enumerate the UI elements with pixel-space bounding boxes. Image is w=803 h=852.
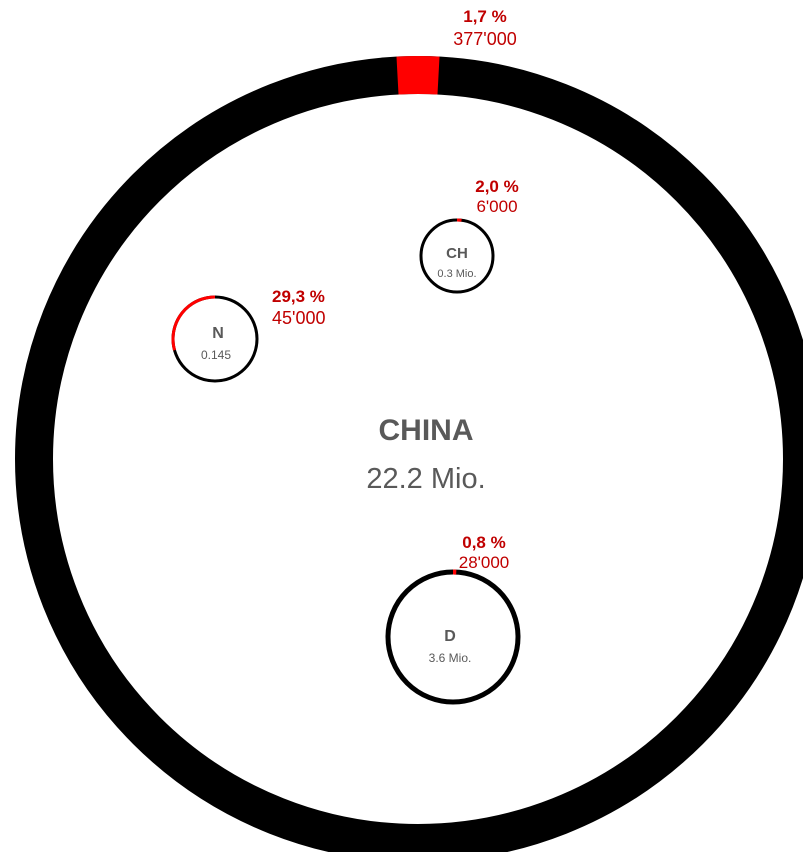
share-arc-china (396, 56, 440, 95)
country-ring-china (15, 56, 803, 852)
population-label-china: 22.2 Mio. (366, 463, 485, 495)
share-label-d: 0,8 % (462, 533, 505, 552)
count-label-n: 45'000 (272, 308, 326, 328)
country-group-d: D 3.6 Mio. 0,8 % 28'000 (385, 533, 521, 705)
share-label-ch: 2,0 % (475, 177, 518, 196)
population-label-d: 3.6 Mio. (429, 651, 472, 665)
country-group-china: CHINA 22.2 Mio. 1,7 % 377'000 (15, 7, 803, 852)
population-label-ch: 0.3 Mio. (437, 268, 476, 280)
count-label-china: 377'000 (453, 29, 517, 49)
country-name-china: CHINA (379, 414, 474, 447)
country-group-n: N 0.145 29,3 % 45'000 (171, 287, 326, 383)
count-label-d: 28'000 (459, 553, 510, 572)
share-label-n: 29,3 % (272, 287, 325, 306)
count-label-ch: 6'000 (476, 197, 517, 216)
population-label-n: 0.145 (201, 348, 231, 362)
country-name-d: D (444, 628, 456, 645)
country-name-n: N (212, 325, 224, 342)
country-group-ch: CH 0.3 Mio. 2,0 % 6'000 (419, 177, 519, 294)
country-name-ch: CH (446, 245, 468, 262)
share-label-china: 1,7 % (463, 7, 506, 26)
share-arc-n (171, 295, 216, 351)
